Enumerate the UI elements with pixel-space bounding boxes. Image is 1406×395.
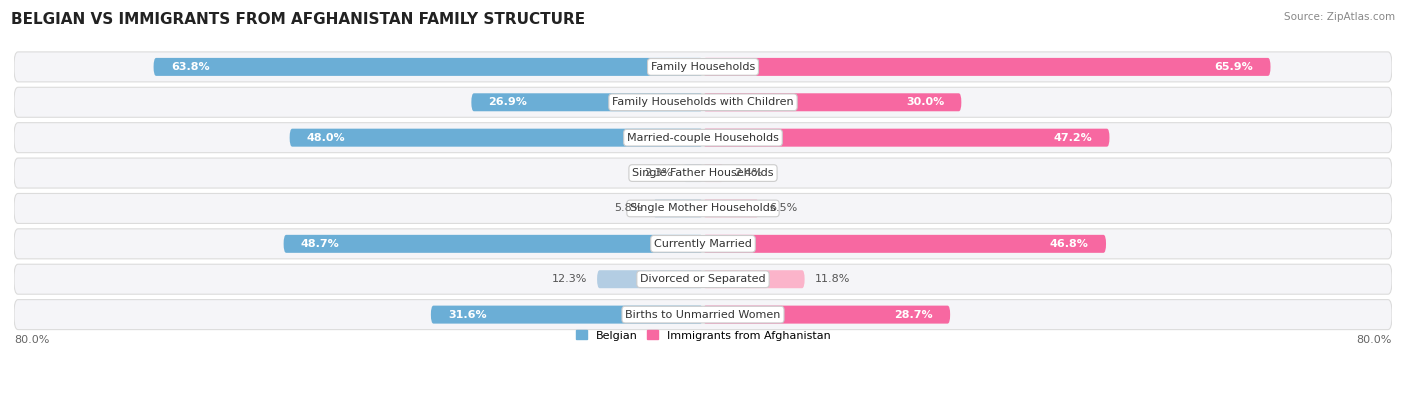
FancyBboxPatch shape <box>703 199 759 217</box>
FancyBboxPatch shape <box>703 235 1107 253</box>
Text: BELGIAN VS IMMIGRANTS FROM AFGHANISTAN FAMILY STRUCTURE: BELGIAN VS IMMIGRANTS FROM AFGHANISTAN F… <box>11 12 585 27</box>
Text: Births to Unmarried Women: Births to Unmarried Women <box>626 310 780 320</box>
Text: 48.0%: 48.0% <box>307 133 346 143</box>
Text: 30.0%: 30.0% <box>905 97 945 107</box>
FancyBboxPatch shape <box>14 264 1392 294</box>
Text: 80.0%: 80.0% <box>14 335 49 344</box>
Text: 63.8%: 63.8% <box>170 62 209 72</box>
FancyBboxPatch shape <box>14 229 1392 259</box>
Text: 48.7%: 48.7% <box>301 239 340 249</box>
FancyBboxPatch shape <box>153 58 703 76</box>
Text: 26.9%: 26.9% <box>488 97 527 107</box>
FancyBboxPatch shape <box>598 270 703 288</box>
FancyBboxPatch shape <box>14 158 1392 188</box>
FancyBboxPatch shape <box>703 58 1271 76</box>
FancyBboxPatch shape <box>471 93 703 111</box>
Text: 5.8%: 5.8% <box>614 203 643 213</box>
Text: 80.0%: 80.0% <box>1357 335 1392 344</box>
Text: 65.9%: 65.9% <box>1215 62 1253 72</box>
Text: Currently Married: Currently Married <box>654 239 752 249</box>
Text: Family Households: Family Households <box>651 62 755 72</box>
FancyBboxPatch shape <box>14 300 1392 329</box>
Text: 47.2%: 47.2% <box>1053 133 1092 143</box>
Text: Divorced or Separated: Divorced or Separated <box>640 274 766 284</box>
Text: 28.7%: 28.7% <box>894 310 934 320</box>
FancyBboxPatch shape <box>284 235 703 253</box>
FancyBboxPatch shape <box>703 270 804 288</box>
Text: 2.4%: 2.4% <box>734 168 762 178</box>
Text: Source: ZipAtlas.com: Source: ZipAtlas.com <box>1284 12 1395 22</box>
FancyBboxPatch shape <box>652 199 703 217</box>
FancyBboxPatch shape <box>14 87 1392 117</box>
FancyBboxPatch shape <box>683 164 703 182</box>
Text: 12.3%: 12.3% <box>551 274 586 284</box>
FancyBboxPatch shape <box>14 194 1392 224</box>
Text: 6.5%: 6.5% <box>769 203 797 213</box>
FancyBboxPatch shape <box>703 164 724 182</box>
Text: Family Households with Children: Family Households with Children <box>612 97 794 107</box>
Text: 46.8%: 46.8% <box>1050 239 1088 249</box>
Text: 2.3%: 2.3% <box>644 168 673 178</box>
FancyBboxPatch shape <box>430 306 703 324</box>
FancyBboxPatch shape <box>14 123 1392 152</box>
Text: Single Father Households: Single Father Households <box>633 168 773 178</box>
FancyBboxPatch shape <box>703 93 962 111</box>
Legend: Belgian, Immigrants from Afghanistan: Belgian, Immigrants from Afghanistan <box>571 326 835 345</box>
FancyBboxPatch shape <box>703 129 1109 147</box>
Text: 31.6%: 31.6% <box>449 310 486 320</box>
FancyBboxPatch shape <box>703 306 950 324</box>
Text: Single Mother Households: Single Mother Households <box>630 203 776 213</box>
Text: 11.8%: 11.8% <box>815 274 851 284</box>
FancyBboxPatch shape <box>290 129 703 147</box>
FancyBboxPatch shape <box>14 52 1392 82</box>
Text: Married-couple Households: Married-couple Households <box>627 133 779 143</box>
